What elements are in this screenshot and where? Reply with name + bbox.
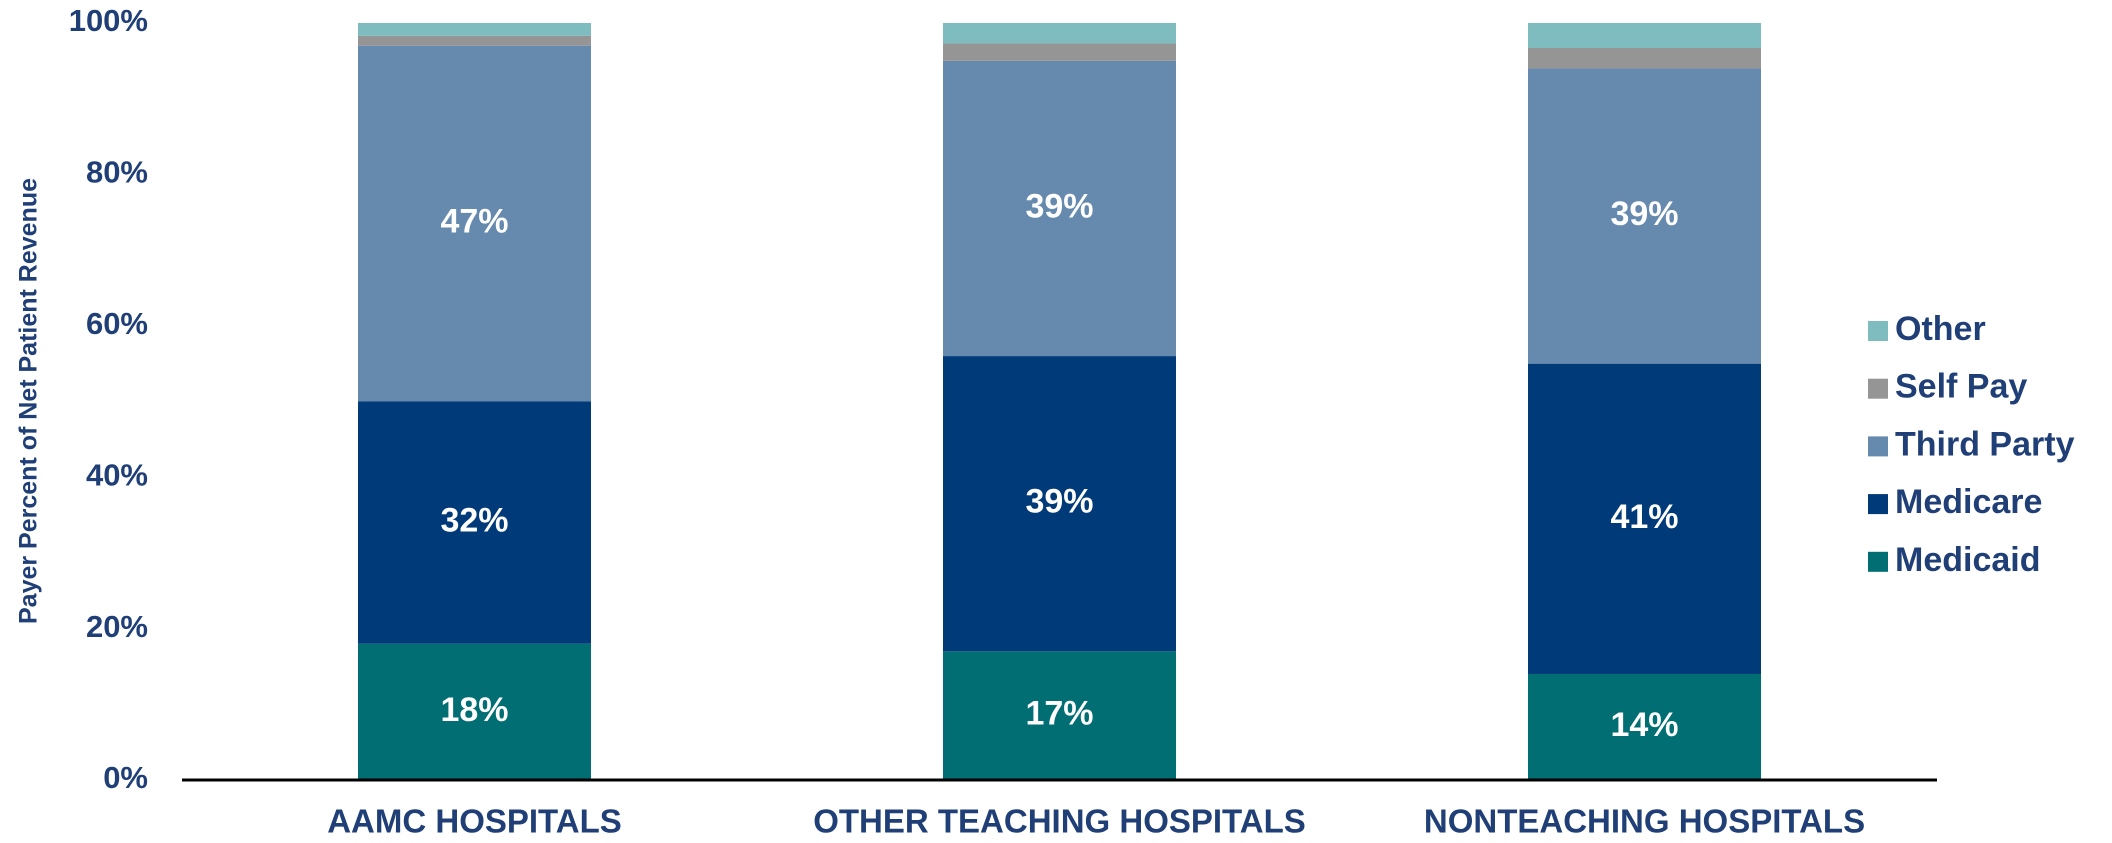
legend-label: Third Party	[1895, 425, 2075, 463]
bar-segment	[943, 60, 1176, 357]
bar-segment	[943, 43, 1176, 61]
bar-segment	[358, 35, 591, 46]
bar-segment	[1528, 23, 1761, 48]
data-label: 17%	[1025, 695, 1093, 733]
legend-swatch	[1868, 551, 1888, 572]
legend-label: Medicaid	[1895, 541, 2040, 579]
legend-label: Other	[1895, 310, 1986, 348]
data-label: 47%	[440, 203, 508, 241]
legend-label: Self Pay	[1895, 368, 2027, 406]
bar-segment	[943, 23, 1176, 44]
data-label: 41%	[1610, 498, 1678, 536]
legend-swatch	[1868, 378, 1888, 399]
bar-segment	[943, 651, 1176, 780]
bar-segment	[1528, 363, 1761, 675]
data-label: 18%	[440, 691, 508, 729]
bar-segment	[1528, 47, 1761, 69]
x-tick-label: AAMC HOSPITALS	[327, 803, 622, 840]
legend-swatch	[1868, 321, 1888, 341]
data-label: 14%	[1610, 706, 1678, 744]
legend-swatch	[1868, 494, 1888, 515]
bar-segment	[358, 23, 591, 36]
bar-segment	[1528, 68, 1761, 364]
bar-segment	[1528, 674, 1761, 780]
data-label: 39%	[1025, 483, 1093, 521]
y-axis-title: Payer Percent of Net Patient Revenue	[15, 178, 43, 624]
y-tick-label: 40%	[86, 457, 148, 492]
data-label: 32%	[440, 502, 508, 540]
y-tick-label: 20%	[86, 609, 148, 644]
y-tick-label: 60%	[86, 306, 148, 341]
y-tick-label: 100%	[69, 3, 148, 38]
bar-segment	[358, 643, 591, 780]
x-tick-label: NONTEACHING HOSPITALS	[1424, 803, 1865, 840]
bar-segment	[358, 45, 591, 402]
bar-segment	[358, 401, 591, 644]
x-tick-label: OTHER TEACHING HOSPITALS	[813, 803, 1306, 840]
y-tick-label: 80%	[86, 155, 148, 190]
legend-label: Medicare	[1895, 483, 2042, 521]
y-tick-label: 0%	[103, 760, 148, 795]
bar-segment	[943, 356, 1176, 652]
legend-swatch	[1868, 436, 1888, 457]
data-label: 39%	[1025, 187, 1093, 225]
data-label: 39%	[1610, 195, 1678, 233]
